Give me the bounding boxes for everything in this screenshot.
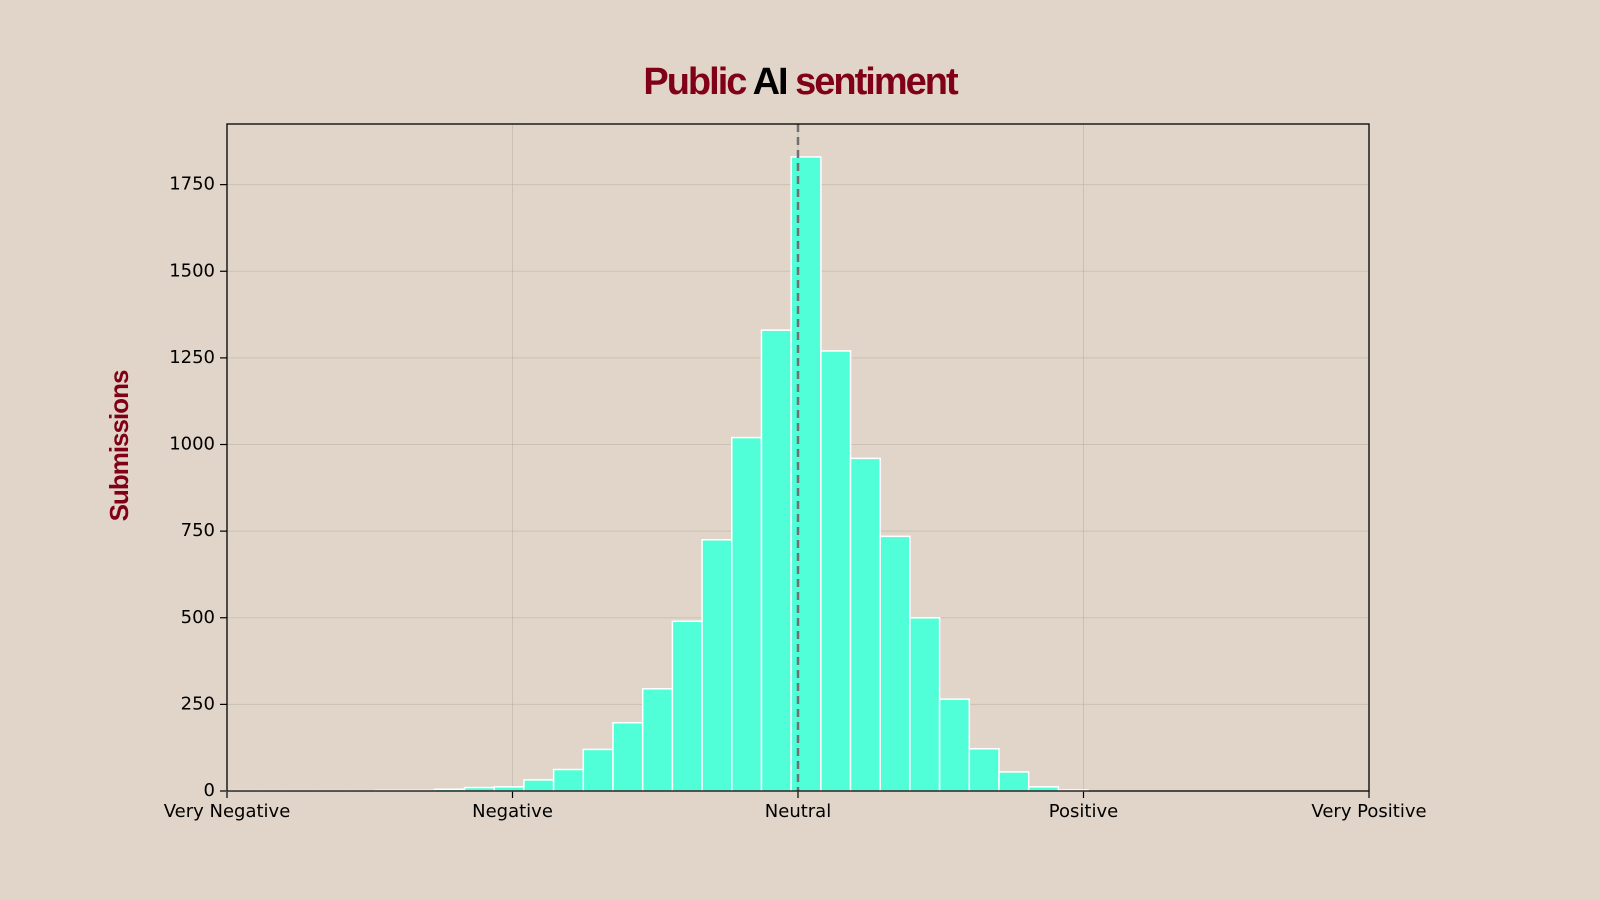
bar (671, 620, 703, 792)
bar (760, 329, 792, 792)
y-tick-label: 0 (204, 780, 215, 801)
bar (612, 721, 644, 792)
y-tick-label: 500 (181, 607, 215, 628)
title-part: sentiment (795, 61, 959, 103)
x-tick-label: Neutral (765, 801, 831, 822)
y-tick-label: 250 (181, 693, 215, 714)
plot-frame (226, 123, 1370, 792)
x-tick-label: Very Positive (1311, 801, 1426, 822)
y-tick-label: 1500 (169, 260, 215, 281)
bar (909, 617, 941, 792)
y-axis-label: Submissions (104, 370, 134, 521)
bar (820, 350, 852, 792)
x-tick-label: Negative (472, 801, 553, 822)
x-tick-label: Very Negative (164, 801, 291, 822)
y-tick-label: 1750 (169, 174, 215, 195)
bar (731, 436, 763, 792)
bar (938, 698, 971, 792)
y-tick-label: 1250 (169, 347, 215, 368)
bar (701, 539, 733, 792)
bar (968, 747, 1000, 792)
bar (849, 457, 881, 792)
bar (523, 779, 555, 792)
title-part: AI (753, 61, 787, 103)
bar (582, 748, 614, 792)
y-tick-label: 750 (181, 520, 215, 541)
bar (641, 688, 674, 792)
bar (998, 771, 1030, 792)
chart-title: Public AI sentiment (643, 61, 959, 103)
x-tick-label: Positive (1049, 801, 1118, 822)
bar (790, 156, 822, 792)
bar (879, 535, 911, 792)
title-part: Public (643, 61, 747, 103)
bar (552, 768, 585, 792)
y-tick-label: 1000 (169, 434, 215, 455)
